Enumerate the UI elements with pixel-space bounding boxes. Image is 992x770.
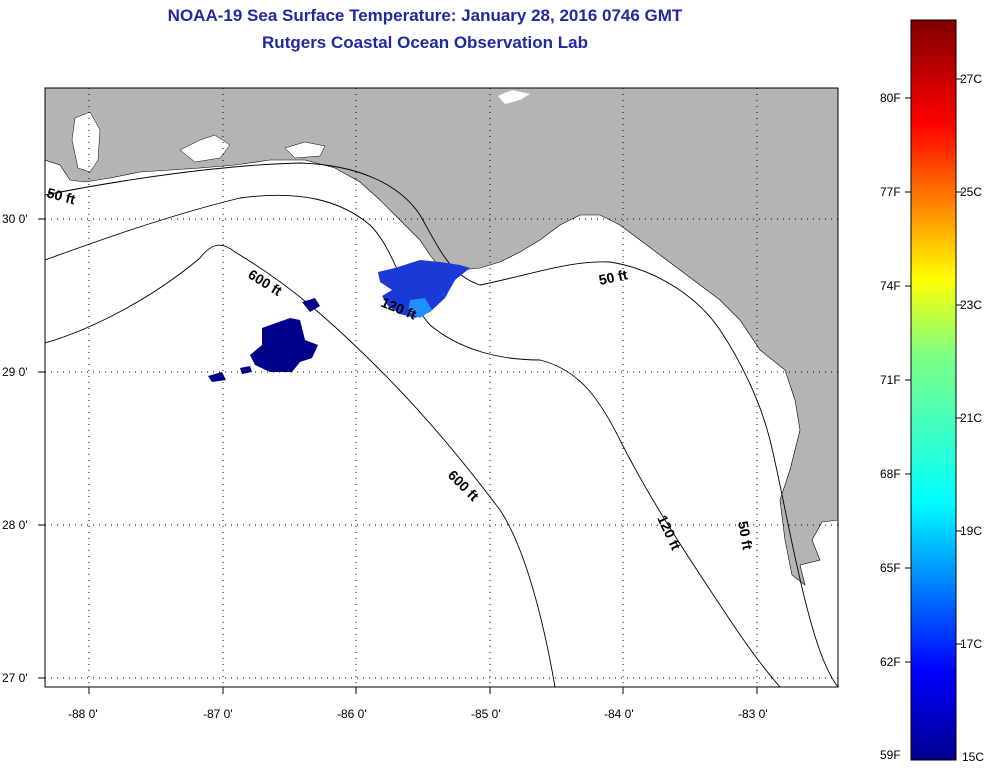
bay [71, 111, 101, 173]
colorbar-c-label: 27C [960, 72, 983, 86]
colorbar-c-label: 25C [960, 185, 983, 199]
colorbar [910, 19, 957, 761]
sst-patch-cold [250, 318, 318, 372]
contour-600ft [45, 244, 556, 687]
colorbar-f-label: 59F [880, 748, 901, 762]
lat-label: 28 0' [2, 518, 28, 532]
contour-50ft [45, 162, 838, 687]
lon-label: -83 0' [738, 707, 768, 721]
colorbar-c-label: 17C [960, 637, 983, 651]
lon-label: -88 0' [68, 707, 98, 721]
contour-label: 50 ft [735, 520, 756, 551]
map-subtitle: Rutgers Coastal Ocean Observation Lab [262, 33, 588, 52]
colorbar-c-label: 23C [960, 298, 983, 312]
lon-label: -84 0' [604, 707, 634, 721]
colorbar-f-label: 65F [880, 561, 901, 575]
colorbar-c-label: 15C [962, 750, 985, 764]
sst-patch-warm [408, 298, 432, 318]
map-frame [44, 87, 839, 688]
lon-label: -86 0' [337, 707, 367, 721]
lake [498, 90, 530, 104]
sst-patch-mid [378, 260, 470, 318]
lon-label: -85 0' [471, 707, 501, 721]
colorbar-f-label: 71F [880, 373, 901, 387]
sst-patch-cold-dots [208, 366, 252, 382]
colorbar-f-label: 62F [880, 655, 901, 669]
bay [179, 134, 231, 163]
colorbar-f-label: 68F [880, 467, 901, 481]
lat-label: 30 0' [2, 212, 28, 226]
colorbar-c-label: 21C [960, 411, 983, 425]
grid [45, 88, 838, 687]
colorbar-f-label: 74F [880, 279, 901, 293]
colorbar-f-label: 77F [880, 185, 901, 199]
tick-marks [38, 218, 758, 694]
colorbar-ticks [905, 78, 962, 663]
land-mass [45, 88, 838, 586]
contour-120ft [45, 194, 781, 687]
lat-label: 29 0' [2, 365, 28, 379]
contour-label: 50 ft [45, 184, 77, 207]
colorbar-c-label: 19C [960, 524, 983, 538]
contour-label: 50 ft [597, 266, 629, 288]
colorbar-f-label: 80F [880, 91, 901, 105]
lat-label: 27 0' [2, 671, 28, 685]
map-title: NOAA-19 Sea Surface Temperature: January… [167, 6, 683, 25]
bay [284, 141, 326, 159]
sst-patch-cold-small [302, 298, 320, 312]
lon-label: -87 0' [203, 707, 233, 721]
